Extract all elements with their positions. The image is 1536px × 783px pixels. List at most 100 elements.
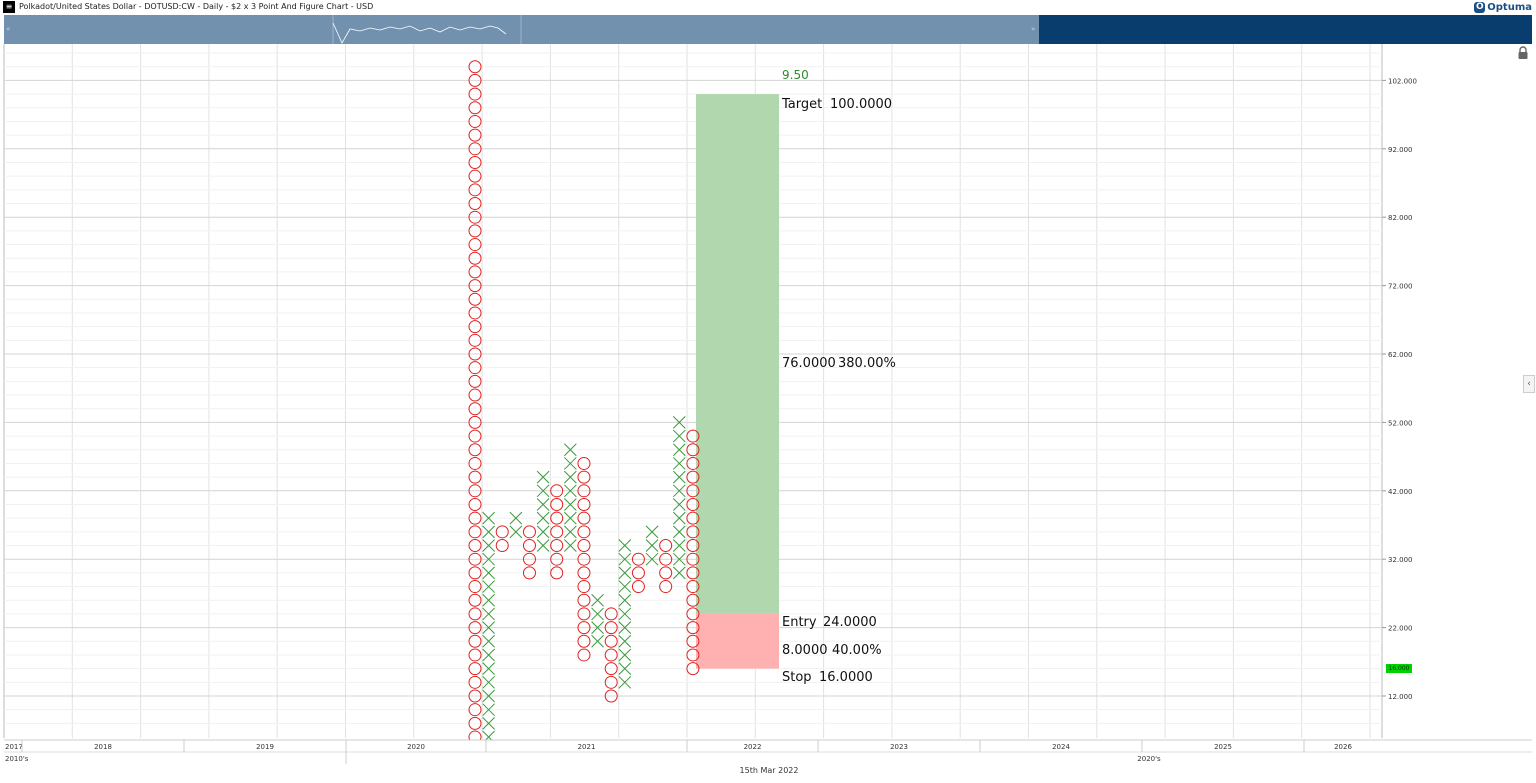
o-box — [468, 593, 482, 607]
x-box — [618, 621, 632, 634]
x-box — [482, 511, 495, 525]
navigator-future[interactable] — [1039, 15, 1532, 44]
o-box — [577, 580, 591, 594]
o-box — [631, 566, 645, 580]
o-box — [577, 552, 591, 566]
x-box — [672, 539, 686, 552]
o-box — [686, 470, 700, 484]
menu-icon[interactable]: ≡ — [3, 1, 15, 13]
o-box — [577, 621, 591, 635]
year-label: 2024 — [1052, 743, 1070, 751]
o-box — [468, 703, 482, 717]
o-box — [604, 634, 618, 648]
navigator-history[interactable]: « » — [4, 15, 1039, 44]
stop-label: Stop — [782, 670, 812, 685]
x-box — [482, 525, 495, 539]
o-box — [577, 497, 591, 511]
x-box — [563, 457, 577, 470]
o-box — [468, 415, 482, 429]
optuma-logo: O Optuma — [1474, 1, 1532, 14]
navigator-right-handle-icon[interactable]: » — [1031, 25, 1036, 33]
target-zone — [696, 94, 779, 614]
y-tick-label: 82.000 — [1388, 214, 1413, 222]
o-box — [468, 402, 482, 416]
o-box — [468, 566, 482, 580]
year-label: 2026 — [1334, 743, 1352, 751]
decade-label: 2020's — [1137, 755, 1161, 763]
navigator-sparkline — [332, 15, 522, 44]
x-box — [618, 675, 632, 689]
o-box — [550, 484, 564, 498]
x-box — [563, 498, 577, 511]
o-box — [550, 525, 564, 539]
o-box — [550, 511, 564, 525]
x-box — [618, 552, 632, 566]
x-box — [672, 457, 686, 470]
o-box — [468, 539, 482, 553]
o-box — [659, 566, 673, 580]
x-box — [618, 634, 632, 648]
x-box — [536, 470, 550, 484]
x-box — [563, 484, 577, 498]
o-box — [468, 155, 482, 169]
trade-zones — [696, 94, 779, 669]
current-price-tag: 16.000 — [1386, 664, 1412, 673]
o-box — [468, 388, 482, 402]
o-box — [550, 539, 564, 553]
o-box — [468, 456, 482, 470]
y-tick-label: 12.000 — [1388, 693, 1413, 701]
year-label: 2017 — [5, 743, 23, 751]
x-box — [645, 525, 659, 539]
time-navigator[interactable]: « » — [4, 15, 1532, 44]
o-box — [468, 73, 482, 87]
o-box — [468, 114, 482, 128]
x-box — [482, 717, 495, 730]
x-box — [672, 511, 686, 525]
collapse-panel-chevron-icon[interactable]: ‹ — [1523, 375, 1535, 393]
o-box — [659, 539, 673, 553]
o-box — [686, 552, 700, 566]
pnf-chart[interactable]: 102.000 92.000 82.000 72.000 62.000 52.000 42.… — [0, 44, 1536, 766]
time-axis[interactable]: 2017 2018 2019 2020 2021 2022 2023 2024 2025 2026… — [4, 739, 1532, 764]
o-box — [686, 511, 700, 525]
x-box — [618, 566, 632, 580]
o-box — [577, 607, 591, 621]
target-label: Target — [781, 97, 822, 112]
o-box — [468, 525, 482, 539]
o-box — [522, 525, 536, 539]
o-box — [604, 621, 618, 635]
x-box — [536, 511, 550, 525]
navigator-left-handle-icon[interactable]: « — [6, 25, 11, 33]
price-axis[interactable]: 102.000 92.000 82.000 72.000 62.000 52.000 42.… — [1382, 77, 1417, 701]
o-box — [686, 539, 700, 553]
y-tick-label: 102.000 — [1388, 77, 1417, 85]
o-box — [577, 525, 591, 539]
stop-zone — [696, 613, 779, 669]
reward-risk-ratio: 9.50 — [782, 68, 809, 82]
risk-percent: 40.00% — [832, 643, 882, 658]
lock-icon[interactable] — [1516, 46, 1530, 60]
o-box — [468, 320, 482, 334]
reward-value: 76.0000 — [782, 356, 836, 371]
year-label: 2025 — [1214, 743, 1232, 751]
o-box — [495, 539, 509, 553]
reward-percent: 380.00% — [838, 356, 896, 371]
o-box — [604, 662, 618, 676]
o-box — [550, 552, 564, 566]
x-box — [672, 484, 686, 498]
o-box — [577, 634, 591, 648]
x-box — [591, 607, 604, 621]
o-box — [468, 183, 482, 197]
x-box — [563, 470, 577, 484]
x-box — [618, 593, 632, 607]
o-box — [468, 675, 482, 689]
o-box — [659, 580, 673, 594]
o-box — [468, 552, 482, 566]
o-box — [468, 197, 482, 211]
x-box — [482, 580, 495, 593]
o-box — [522, 552, 536, 566]
o-box — [468, 347, 482, 361]
x-box — [536, 539, 550, 552]
x-box — [482, 621, 495, 634]
decade-label: 2010's — [5, 755, 29, 763]
